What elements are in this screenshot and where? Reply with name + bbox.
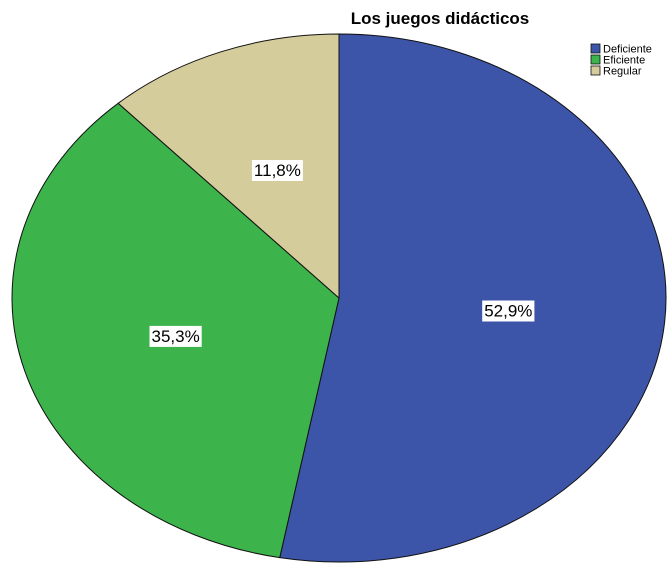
pie-slice-regular [117, 33, 340, 300]
chart-title: Los juegos didácticos [351, 9, 530, 28]
slice-label-eficiente: 35,3% [149, 325, 202, 347]
slice-label-regular: 11,8% [251, 160, 303, 181]
slice-labels: 52,9% 35,3% 11,8% [149, 160, 535, 347]
legend-swatch [590, 54, 601, 65]
slice-label-deficiente: 52,9% [482, 300, 535, 322]
slice-label-background [251, 160, 303, 181]
slice-label-background [149, 325, 202, 347]
pie-slice-deficiente [279, 33, 667, 563]
legend-swatch [590, 65, 601, 76]
legend-label: Regular [603, 66, 642, 78]
legend-label: Eficiente [603, 55, 645, 67]
slice-label-text: 11,8% [254, 161, 301, 180]
legend-item-regular: Regular [590, 65, 642, 78]
pie-slices [11, 33, 667, 563]
legend-item-eficiente: Eficiente [590, 54, 645, 67]
slice-label-background [482, 300, 535, 322]
legend-label: Deficiente [603, 44, 652, 56]
legend-swatch [590, 43, 601, 54]
slice-label-text: 52,9% [484, 302, 532, 321]
legend-item-deficiente: Deficiente [590, 43, 652, 56]
slice-label-text: 35,3% [151, 327, 199, 346]
